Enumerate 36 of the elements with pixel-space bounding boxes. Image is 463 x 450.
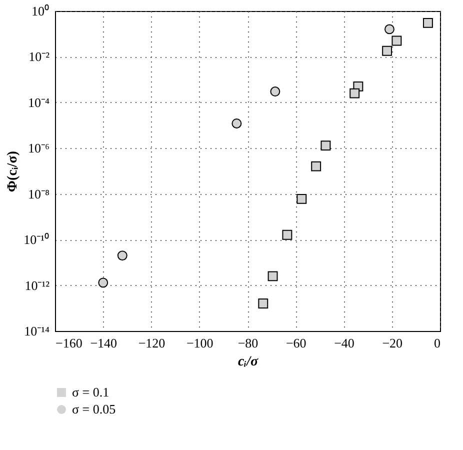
y-tick-label: 10⁰ [32,4,50,18]
point [382,46,392,56]
y-tick-label: 10⁻¹⁰ [24,232,50,248]
y-tick-label: 10⁻⁸ [28,186,50,202]
x-tick-label: −40 [334,336,354,350]
y-axis-title: Φ(cᵢ/σ) [6,150,21,192]
point [422,18,433,28]
point [320,140,331,151]
x-axis-title: cᵢ/σ [238,354,258,370]
x-tick-label: −140 [90,336,118,350]
y-tick-label: 10⁻¹⁴ [24,324,50,338]
x-tick-label: 0 [434,336,440,350]
x-tick-label: −160 [56,336,82,350]
y-tick-label: 10⁻¹² [24,278,50,293]
point [98,278,108,288]
point [268,271,278,282]
point [270,86,280,96]
x-tick-label: −120 [138,336,166,350]
point [282,230,292,240]
point [117,250,128,261]
y-tick-label: 10⁻⁶ [28,140,50,156]
point [311,161,322,172]
point [258,298,268,308]
point [392,36,402,46]
x-tick-label: −80 [238,336,258,350]
point [384,24,394,34]
x-tick-label: −100 [186,336,214,350]
legend-label: σ = 0.1 [72,384,110,400]
y-tick-label: 10⁻² [28,49,50,64]
point [350,88,360,98]
x-tick-label: −20 [382,336,403,350]
point [232,118,242,128]
point [296,194,307,204]
x-tick-label: −60 [286,336,306,350]
y-tick-label: 10⁻⁴ [28,94,50,110]
legend-label: σ = 0.05 [72,402,116,416]
